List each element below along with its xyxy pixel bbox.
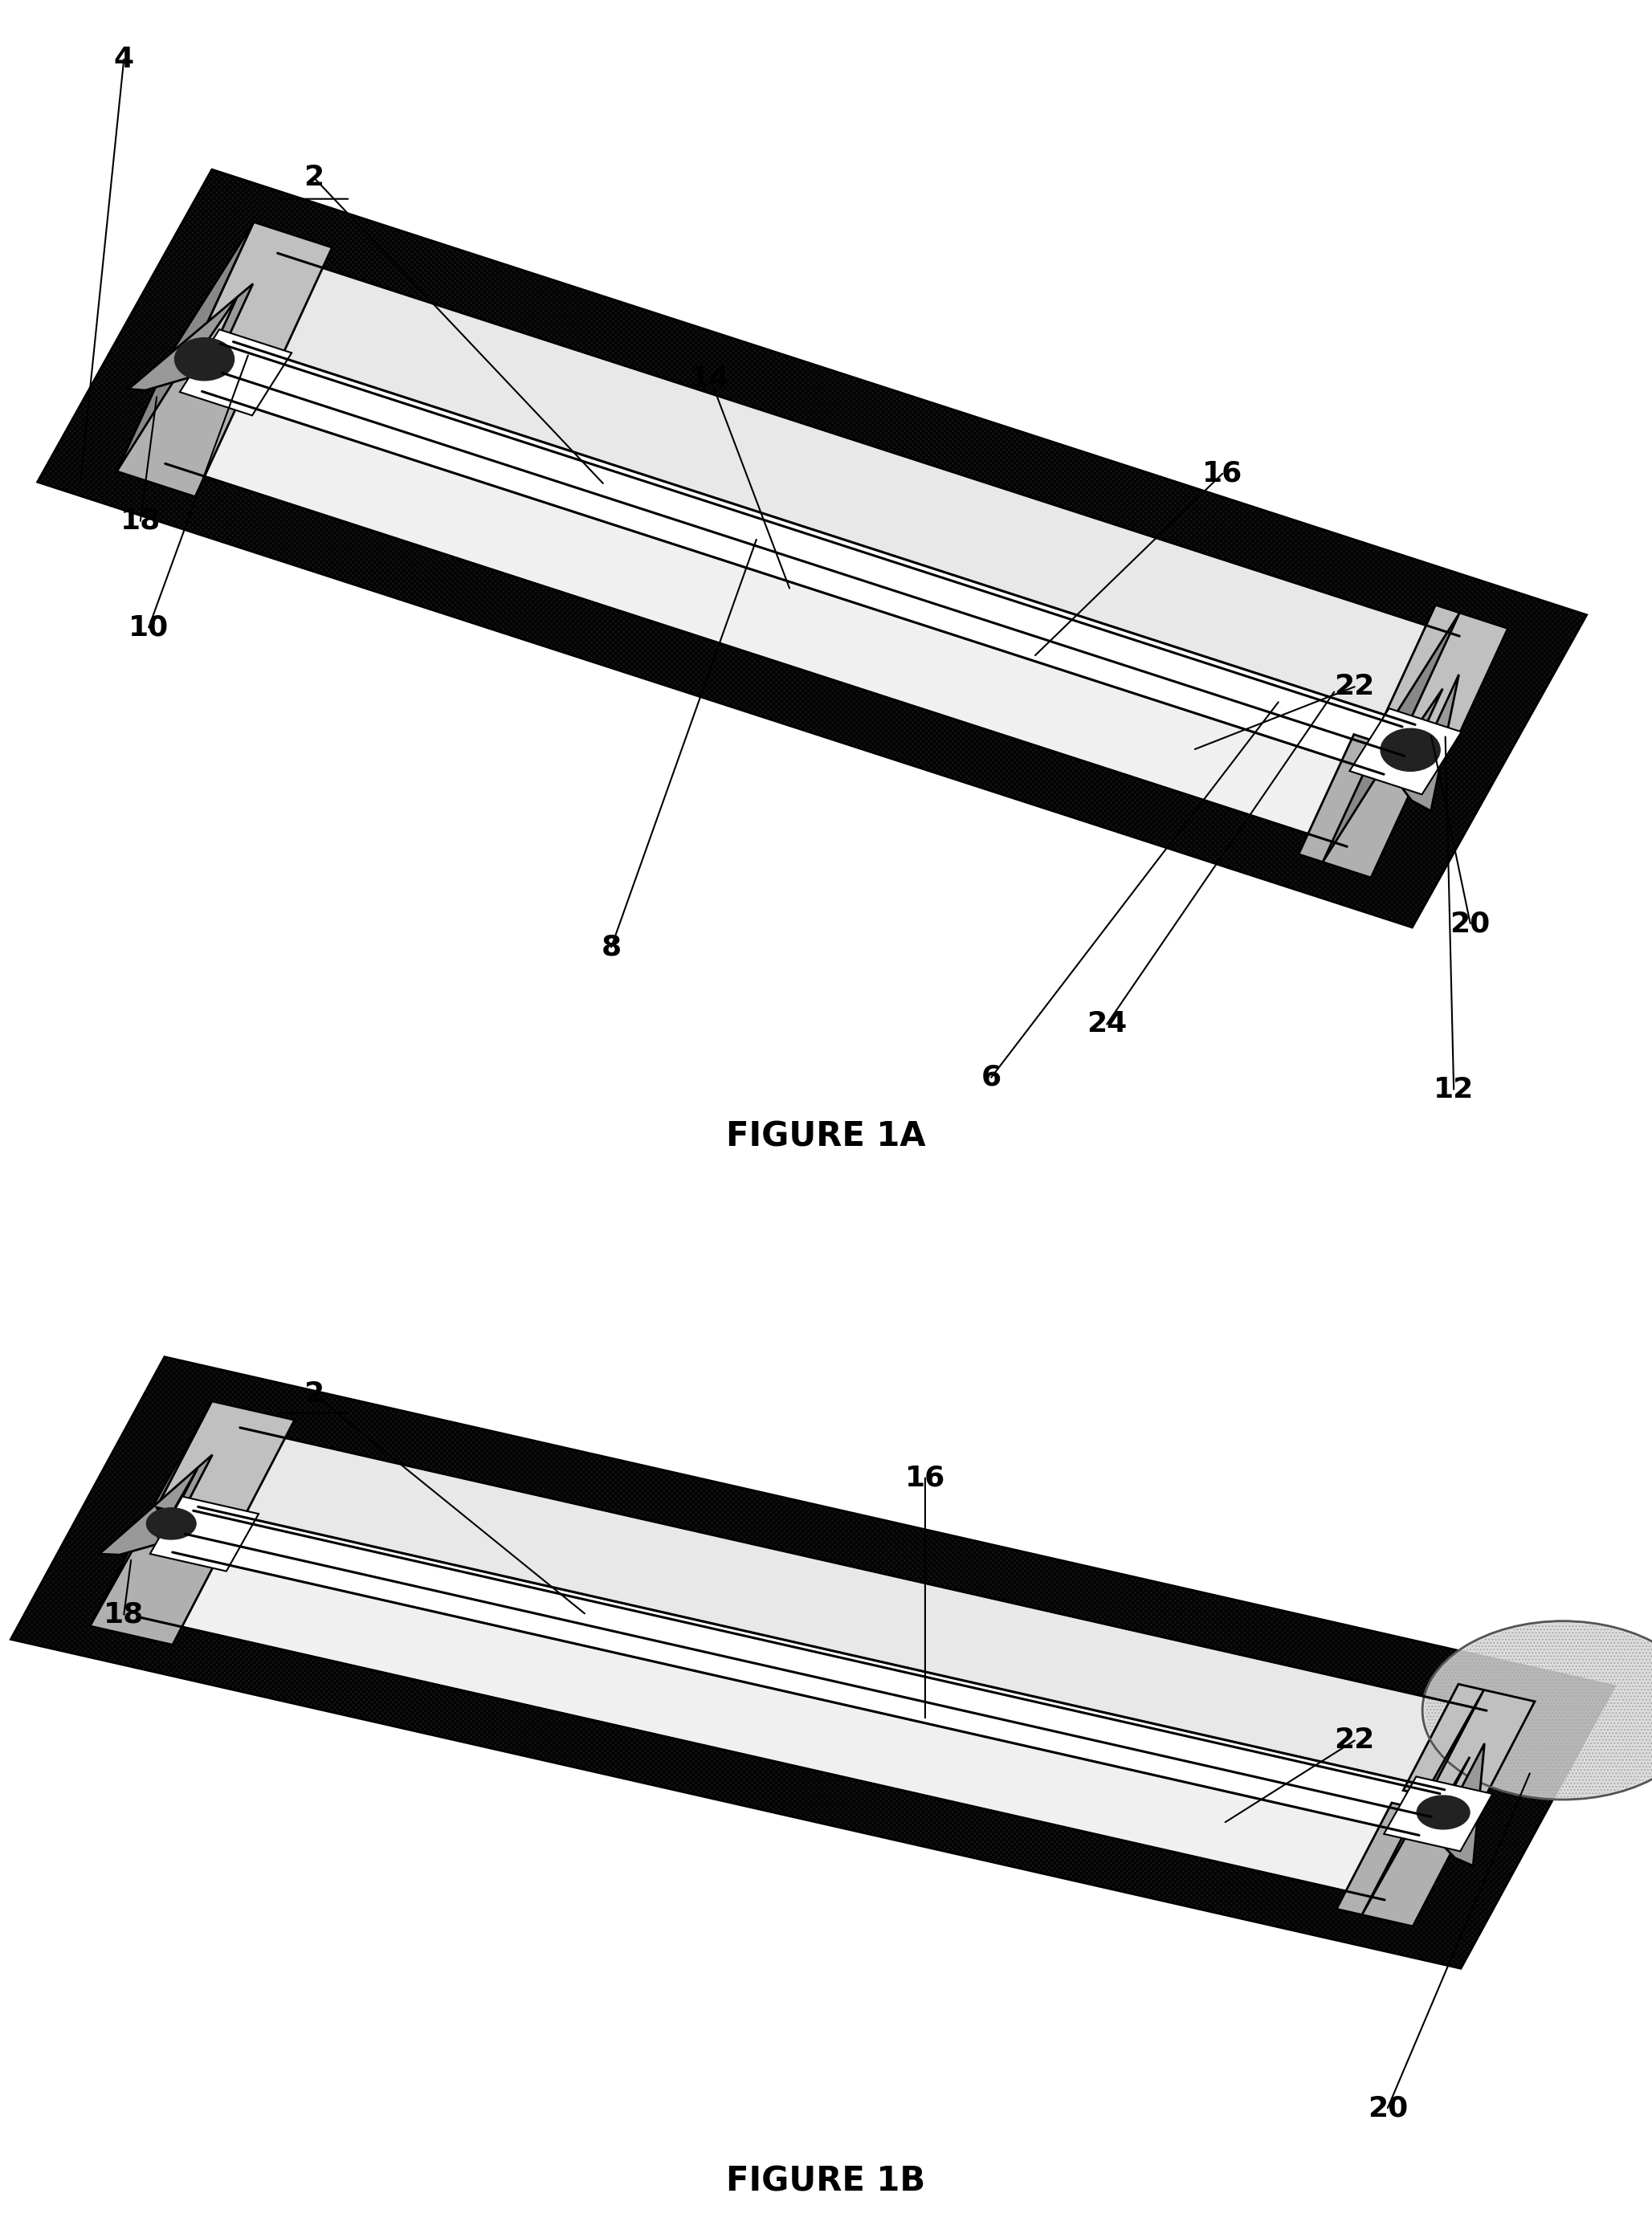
Text: FIGURE 1A: FIGURE 1A xyxy=(727,1119,925,1153)
Polygon shape xyxy=(152,1443,1479,1874)
Circle shape xyxy=(1417,1796,1470,1830)
Polygon shape xyxy=(1361,1689,1483,1915)
Polygon shape xyxy=(1378,675,1459,811)
Polygon shape xyxy=(1381,605,1508,748)
Polygon shape xyxy=(198,221,332,366)
Circle shape xyxy=(147,1508,197,1539)
Polygon shape xyxy=(1417,1743,1485,1865)
Polygon shape xyxy=(202,342,1416,775)
Text: 22: 22 xyxy=(1335,672,1374,701)
Polygon shape xyxy=(152,1436,1482,1874)
Polygon shape xyxy=(1403,1684,1535,1807)
Text: 8: 8 xyxy=(601,934,621,961)
Polygon shape xyxy=(172,1506,1444,1834)
Polygon shape xyxy=(211,344,1414,773)
Polygon shape xyxy=(150,1497,259,1571)
Text: 10: 10 xyxy=(129,614,169,641)
Polygon shape xyxy=(117,351,251,496)
Text: 14: 14 xyxy=(691,364,730,393)
Polygon shape xyxy=(165,344,1403,847)
Polygon shape xyxy=(175,1508,1444,1832)
Text: FIGURE 1B: FIGURE 1B xyxy=(727,2165,925,2198)
Polygon shape xyxy=(180,270,1450,818)
Text: 16: 16 xyxy=(905,1463,945,1492)
Polygon shape xyxy=(1298,735,1426,878)
Text: 4: 4 xyxy=(114,45,134,74)
Polygon shape xyxy=(208,250,1472,731)
Text: 20: 20 xyxy=(1450,909,1490,938)
Polygon shape xyxy=(1350,708,1462,795)
Text: 18: 18 xyxy=(121,507,160,534)
Text: 24: 24 xyxy=(1087,1010,1127,1039)
Polygon shape xyxy=(172,1425,1500,1812)
Polygon shape xyxy=(99,1454,213,1555)
Polygon shape xyxy=(198,250,1472,748)
Polygon shape xyxy=(180,1425,1500,1796)
Text: 6: 6 xyxy=(981,1063,1001,1090)
Polygon shape xyxy=(89,1401,211,1626)
Polygon shape xyxy=(1336,1803,1469,1926)
Polygon shape xyxy=(185,1428,1487,1816)
Polygon shape xyxy=(38,170,1586,927)
Text: 18: 18 xyxy=(104,1602,144,1629)
Polygon shape xyxy=(117,221,254,471)
Polygon shape xyxy=(129,284,253,391)
Polygon shape xyxy=(12,1356,1614,1968)
Circle shape xyxy=(1422,1622,1652,1801)
Text: 22: 22 xyxy=(1335,1727,1374,1754)
Circle shape xyxy=(1381,728,1441,771)
Text: 16: 16 xyxy=(1203,460,1242,487)
Polygon shape xyxy=(139,1510,1441,1899)
Polygon shape xyxy=(223,252,1459,755)
Polygon shape xyxy=(1323,612,1460,862)
Polygon shape xyxy=(89,1519,228,1644)
Text: 20: 20 xyxy=(1368,2093,1408,2122)
Text: 12: 12 xyxy=(1434,1075,1474,1104)
Polygon shape xyxy=(180,264,1454,818)
Text: 2: 2 xyxy=(304,1381,324,1407)
Text: 2: 2 xyxy=(304,163,324,192)
Circle shape xyxy=(175,337,235,380)
Polygon shape xyxy=(180,328,292,416)
Polygon shape xyxy=(1384,1776,1492,1852)
Polygon shape xyxy=(157,1401,294,1526)
